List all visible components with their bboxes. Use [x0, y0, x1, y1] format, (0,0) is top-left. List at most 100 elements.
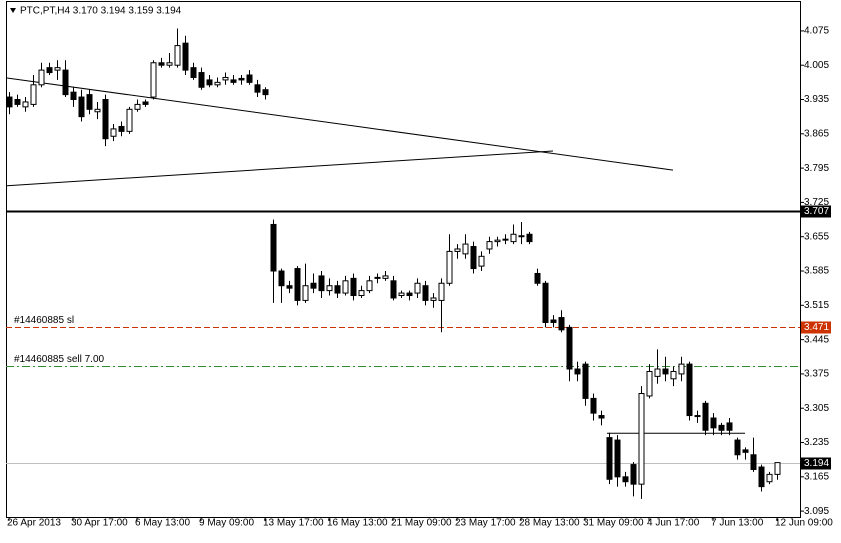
x-tick-label: 23 May 17:00 [455, 518, 516, 529]
candle-body [542, 282, 549, 323]
candle-body [622, 476, 629, 483]
candle-body [694, 415, 701, 418]
candle-body [406, 292, 413, 297]
candle-body [422, 285, 429, 301]
candle-body [126, 108, 133, 132]
candle-body [414, 282, 421, 294]
x-tick-label: 31 May 09:00 [583, 518, 644, 529]
candle-body [710, 417, 717, 429]
candle-body [270, 223, 277, 272]
candle-body [502, 238, 509, 241]
price-tag-label: 3.194 [804, 458, 829, 469]
candle-body [382, 275, 389, 279]
candle-body [454, 248, 461, 252]
candle-body [390, 280, 397, 299]
candle-body [190, 67, 197, 78]
candle-body [222, 76, 229, 81]
candle-body [678, 363, 685, 375]
candle-body [94, 108, 101, 113]
y-tick-label: 3.305 [804, 403, 829, 414]
y-tick-label: 3.655 [804, 231, 829, 242]
candle-body [158, 62, 165, 66]
y-tick-label: 3.585 [804, 266, 829, 277]
y-tick-label: 3.235 [804, 437, 829, 448]
candle-body [374, 276, 381, 279]
candle-body [670, 370, 677, 380]
candle-body [22, 101, 29, 108]
x-tick-label: 21 May 09:00 [391, 518, 452, 529]
candle-body [318, 275, 325, 292]
candle-body [366, 280, 373, 292]
x-tick-label: 28 May 13:00 [519, 518, 580, 529]
x-tick-label: 13 May 17:00 [263, 518, 324, 529]
price-tag-label: 3.471 [804, 322, 829, 333]
candle-body [78, 96, 85, 118]
y-tick-label: 3.375 [804, 369, 829, 380]
candle-body [182, 42, 189, 71]
candle-body [702, 402, 709, 431]
candle-body [294, 268, 301, 301]
candle-body [638, 393, 645, 485]
candle-body [742, 449, 749, 453]
candle-body [646, 370, 653, 397]
candle-body [230, 79, 237, 83]
candle-body [206, 79, 213, 86]
candle-body [462, 243, 469, 255]
candle-body [518, 235, 525, 238]
y-tick-label: 3.865 [804, 128, 829, 139]
x-tick-label: 16 May 13:00 [327, 518, 388, 529]
candle-body [166, 62, 173, 66]
candle-body [14, 99, 21, 105]
candle-body [494, 239, 501, 243]
candle-body [662, 368, 669, 375]
candle-body [734, 439, 741, 456]
candle-body [718, 424, 725, 431]
candle-body [606, 437, 613, 480]
candle-body [766, 473, 773, 483]
candle-body [686, 363, 693, 417]
y-tick-label: 3.515 [804, 300, 829, 311]
menu-triangle[interactable] [10, 8, 16, 13]
candle-body [70, 91, 77, 101]
candle-body [566, 326, 573, 370]
candle-body [350, 277, 357, 297]
candle-body [582, 363, 589, 399]
y-tick-label: 3.935 [804, 94, 829, 105]
candle-body [590, 397, 597, 414]
candle-body [38, 69, 45, 86]
candle-body [238, 77, 245, 81]
y-tick-label: 4.075 [804, 26, 829, 37]
candle-body [174, 45, 181, 66]
candle-body [62, 69, 69, 96]
candle-body [446, 250, 453, 284]
candle-body [102, 99, 109, 140]
candle-body [478, 255, 485, 267]
plot-frame [6, 1, 801, 518]
chart-title: PTC,PT,H4 3.170 3.194 3.159 3.194 [20, 6, 182, 17]
candle-body [750, 454, 757, 470]
candle-body [438, 282, 445, 301]
y-tick-label: 3.445 [804, 334, 829, 345]
candle-body [54, 67, 61, 71]
candle-body [550, 319, 557, 323]
candle-body [630, 464, 637, 485]
candle-body [86, 94, 93, 110]
candle-body [342, 280, 349, 294]
price-tag-label: 3.707 [804, 206, 829, 217]
y-tick-label: 3.165 [804, 471, 829, 482]
candle-body [598, 415, 605, 419]
candle-body [150, 62, 157, 98]
level-name: #14460885 sell 7.00 [14, 354, 105, 365]
candle-body [262, 89, 269, 96]
candle-body [334, 285, 341, 294]
candle-body [534, 272, 541, 284]
x-tick-label: 7 Jun 13:00 [711, 518, 764, 529]
candle-body [302, 285, 309, 301]
price-tag [801, 205, 831, 218]
y-tick-label: 3.725 [804, 197, 829, 208]
y-tick-label: 3.795 [804, 163, 829, 174]
x-tick-label: 30 Apr 17:00 [71, 518, 128, 529]
candle-body [470, 246, 477, 270]
candle-body [486, 241, 493, 250]
y-tick-label: 4.005 [804, 60, 829, 71]
